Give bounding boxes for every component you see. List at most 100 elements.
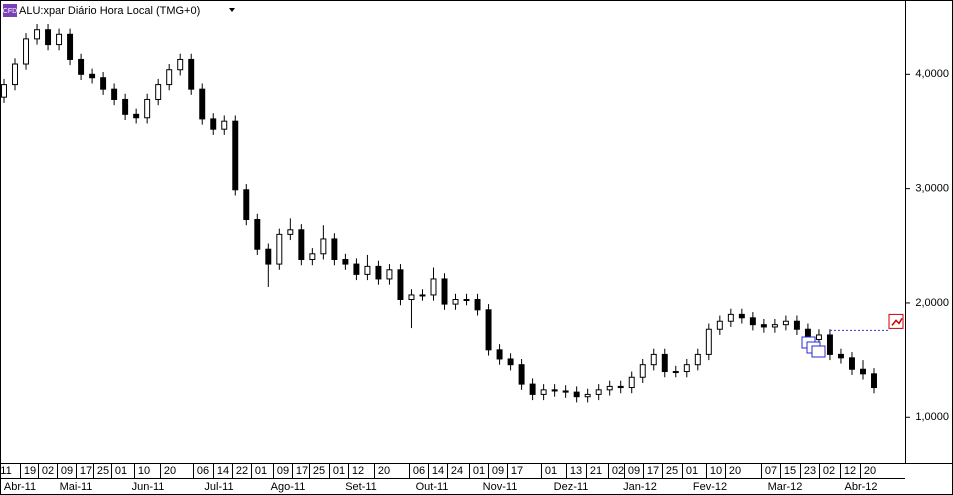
candle-body bbox=[871, 373, 877, 389]
x-month-label: Fev-12 bbox=[693, 481, 727, 493]
candle-body bbox=[694, 353, 701, 366]
candle-body bbox=[144, 98, 151, 119]
x-day-label: 22 bbox=[236, 465, 248, 477]
candle-body bbox=[848, 357, 855, 370]
candle-body bbox=[375, 265, 382, 280]
candle-body bbox=[34, 29, 41, 40]
x-day-label: 23 bbox=[804, 465, 816, 477]
x-day-label: 09 bbox=[277, 465, 289, 477]
candle-body bbox=[419, 294, 426, 297]
x-day-label: 01 bbox=[115, 465, 127, 477]
candle-body bbox=[386, 269, 393, 280]
x-day-label: 01 bbox=[473, 465, 485, 477]
candle-body bbox=[430, 278, 437, 296]
candle-body bbox=[540, 389, 547, 395]
x-month-label: Abr-12 bbox=[844, 481, 877, 493]
candle-body bbox=[100, 77, 107, 90]
candle-body bbox=[452, 299, 459, 305]
candle-body bbox=[210, 118, 217, 130]
x-month-label: Mar-12 bbox=[768, 481, 803, 493]
candle-body bbox=[628, 376, 635, 389]
candle-body bbox=[353, 263, 360, 275]
x-day-label: 02 bbox=[823, 465, 835, 477]
chart-title[interactable]: ALU:xpar Diário Hora Local (TMG+0) bbox=[19, 5, 200, 17]
x-day-label: 09 bbox=[628, 465, 640, 477]
y-tick-label: 2,0000 bbox=[915, 297, 949, 309]
x-day-label: 21 bbox=[590, 465, 602, 477]
x-day-label: 17 bbox=[80, 465, 92, 477]
candle-body bbox=[331, 238, 338, 261]
x-month-label: Dez-11 bbox=[554, 481, 589, 493]
candle-body bbox=[276, 233, 283, 265]
y-tick-label: 3,0000 bbox=[915, 183, 949, 195]
x-month-label: Abr-11 bbox=[4, 481, 36, 493]
x-day-label: 12 bbox=[844, 465, 856, 477]
candle-body bbox=[815, 334, 822, 341]
candle-body bbox=[672, 371, 679, 374]
candle-body bbox=[826, 334, 833, 355]
x-day-label: 02 bbox=[42, 465, 54, 477]
candle-body bbox=[221, 120, 228, 130]
x-month-label: Jul-11 bbox=[204, 481, 233, 493]
candle-body bbox=[529, 383, 536, 395]
x-month-label: Jun-11 bbox=[132, 481, 165, 493]
x-month-label: Out-11 bbox=[416, 481, 449, 493]
candle-body bbox=[89, 73, 96, 79]
x-day-label: 20 bbox=[729, 465, 741, 477]
x-day-label: 17 bbox=[511, 465, 523, 477]
candle-body bbox=[441, 278, 448, 305]
x-day-label: 06 bbox=[197, 465, 209, 477]
x-day-label: 25 bbox=[313, 465, 325, 477]
x-day-label: 01 bbox=[686, 465, 698, 477]
x-day-label: 14 bbox=[217, 465, 229, 477]
candle-body bbox=[518, 364, 525, 385]
x-day-label: 01 bbox=[255, 465, 267, 477]
candle-body bbox=[595, 389, 602, 395]
candle-body bbox=[837, 353, 844, 359]
x-day-label: 09 bbox=[61, 465, 73, 477]
candle-body bbox=[199, 88, 206, 120]
candle-body bbox=[23, 38, 30, 65]
x-day-label: 12 bbox=[352, 465, 364, 477]
x-month-label: Set-11 bbox=[345, 481, 377, 493]
candle-body bbox=[122, 98, 129, 115]
x-day-label: 07 bbox=[765, 465, 777, 477]
candle-body bbox=[562, 390, 569, 393]
candle-body bbox=[111, 88, 118, 100]
x-day-label: 20 bbox=[378, 465, 390, 477]
candle-body bbox=[793, 320, 800, 330]
candle-body bbox=[408, 294, 415, 301]
candle-body bbox=[661, 353, 668, 373]
x-month-label: Jan-12 bbox=[623, 481, 657, 493]
candle-body bbox=[166, 69, 173, 86]
alert-icon-arrow bbox=[891, 318, 903, 326]
x-day-label: 11 bbox=[0, 465, 11, 477]
candle-body bbox=[606, 385, 613, 391]
candle-body bbox=[760, 324, 767, 328]
candle-body bbox=[397, 269, 404, 301]
x-month-label: Mai-11 bbox=[60, 481, 93, 493]
x-day-label: 02 bbox=[612, 465, 624, 477]
candle-body bbox=[1, 84, 7, 98]
candle-body bbox=[320, 238, 327, 255]
x-day-label: 01 bbox=[333, 465, 345, 477]
x-month-label: Nov-11 bbox=[483, 481, 518, 493]
x-day-label: 20 bbox=[864, 465, 876, 477]
candle-body bbox=[265, 248, 272, 265]
cfd-badge bbox=[3, 4, 17, 17]
candle-body bbox=[749, 317, 756, 326]
candle-body bbox=[56, 33, 63, 46]
cfd-badge-text: CFD bbox=[3, 8, 17, 15]
title-dropdown[interactable] bbox=[229, 8, 235, 12]
x-month-label: Ago-11 bbox=[271, 481, 306, 493]
x-day-label: 09 bbox=[492, 465, 504, 477]
candle-body bbox=[617, 385, 624, 389]
candle-body bbox=[496, 349, 503, 360]
candle-body bbox=[771, 324, 778, 328]
candle-body bbox=[298, 229, 305, 261]
x-day-label: 14 bbox=[432, 465, 444, 477]
candle-body bbox=[177, 58, 184, 71]
